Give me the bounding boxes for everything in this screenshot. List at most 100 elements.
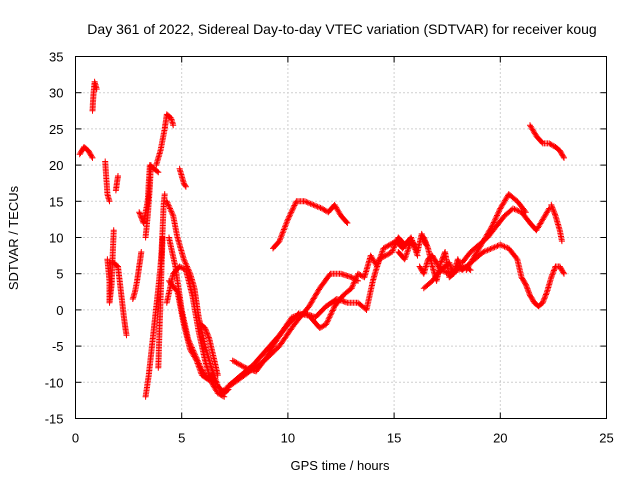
data-point (174, 288, 187, 326)
data-point (210, 354, 221, 377)
data-point (552, 144, 562, 153)
data-point (363, 279, 376, 313)
data-point (558, 238, 565, 245)
data-point (208, 372, 218, 385)
data-point (212, 379, 219, 386)
data-point (163, 198, 176, 218)
data-point (109, 228, 117, 259)
data-point (484, 224, 499, 241)
data-point (533, 217, 545, 234)
data-point (480, 246, 494, 255)
data-point (348, 272, 361, 292)
data-point (182, 267, 195, 297)
data-point (497, 192, 511, 212)
series-arc-28 (420, 241, 567, 310)
data-point (340, 286, 354, 299)
data-point (166, 234, 178, 268)
data-point (138, 249, 145, 255)
data-point (493, 214, 507, 230)
data-point (193, 357, 205, 377)
data-point (142, 373, 152, 400)
data-point (155, 330, 163, 371)
data-point (119, 299, 128, 323)
y-tick-label: 5 (56, 267, 63, 282)
series-arc-31 (527, 122, 567, 161)
data-point (420, 279, 435, 292)
x-tick-label: 20 (493, 431, 507, 446)
x-tick-label: 25 (599, 431, 613, 446)
data-point (142, 214, 151, 241)
series-arc-10 (142, 162, 154, 241)
series-arc-03 (102, 158, 113, 205)
data-point (544, 275, 554, 295)
series-arc-07 (129, 249, 145, 302)
data-point (382, 249, 394, 259)
data-point (556, 147, 567, 160)
data-point (344, 220, 351, 226)
data-point (518, 274, 529, 287)
data-point (510, 205, 524, 215)
data-point (147, 162, 154, 169)
data-point (552, 212, 563, 232)
series-arc-18 (197, 321, 221, 379)
data-point (115, 173, 121, 179)
data-point (144, 185, 153, 219)
data-point (195, 328, 208, 363)
data-point (284, 311, 301, 328)
data-point (505, 191, 520, 204)
data-point (561, 270, 567, 277)
data-point (446, 267, 460, 277)
data-point (306, 312, 322, 330)
data-point (81, 144, 91, 153)
data-point (214, 372, 221, 379)
data-point (182, 183, 189, 190)
data-point (310, 201, 324, 211)
data-point (270, 239, 282, 252)
data-point (174, 234, 187, 261)
data-point (561, 154, 567, 161)
plot-marks (76, 78, 567, 400)
data-point (102, 158, 111, 196)
data-point (514, 198, 528, 214)
x-tick-label: 10 (281, 431, 295, 446)
data-point (331, 201, 344, 218)
series-arc-30 (459, 205, 553, 266)
data-point (89, 154, 96, 161)
series-arc-19 (216, 270, 361, 397)
data-point (497, 241, 511, 251)
plot-frame (75, 56, 607, 419)
y-tick-label: 35 (49, 50, 63, 65)
data-point (189, 292, 202, 333)
data-point (153, 149, 163, 169)
data-point (229, 357, 248, 371)
data-point (306, 286, 322, 310)
y-tick-label: 25 (49, 122, 63, 137)
data-point (476, 235, 490, 248)
data-point (316, 322, 328, 331)
data-point (180, 321, 193, 352)
data-point (149, 315, 158, 350)
data-point (110, 227, 117, 234)
data-point (85, 147, 95, 160)
data-point (467, 242, 481, 255)
data-point (110, 259, 120, 269)
data-point (380, 242, 392, 252)
data-point (158, 236, 166, 270)
data-point (155, 169, 162, 176)
data-point (535, 300, 545, 310)
data-point (527, 122, 539, 138)
series-arc-11 (155, 234, 166, 371)
data-point (420, 257, 431, 277)
data-point (123, 332, 130, 339)
y-tick-label: -5 (52, 339, 64, 354)
series-arc-12 (153, 111, 177, 169)
data-point (159, 203, 167, 234)
data-point (156, 301, 164, 335)
x-tick-label: 15 (387, 431, 401, 446)
data-point (161, 191, 168, 198)
data-point (369, 257, 382, 284)
data-point (180, 180, 189, 189)
data-point (533, 133, 545, 146)
data-point (93, 86, 100, 93)
